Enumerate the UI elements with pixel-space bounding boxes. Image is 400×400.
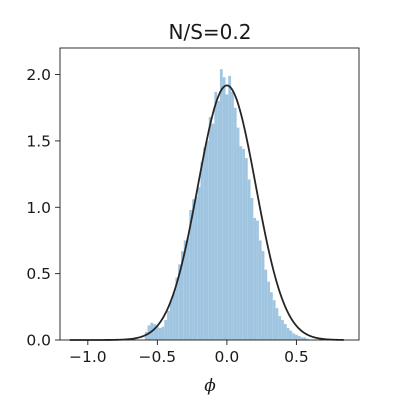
histogram-bar — [175, 277, 179, 340]
y-tick-label: 0.0 — [26, 332, 51, 350]
histogram-bars — [144, 69, 309, 341]
histogram-bar — [303, 337, 307, 340]
histogram-bar — [264, 269, 268, 340]
histogram-bar — [236, 127, 240, 341]
histogram-bar — [172, 292, 176, 340]
histogram-bar — [214, 91, 218, 340]
chart-title: N/S=0.2 — [169, 20, 252, 44]
histogram-bar — [153, 324, 156, 340]
histogram-bar — [164, 320, 168, 340]
histogram-bar — [261, 251, 265, 340]
histogram-bar — [200, 162, 204, 340]
histogram-bar — [272, 300, 276, 340]
histogram-bar — [267, 281, 270, 340]
x-tick-label: 0.5 — [284, 348, 309, 366]
histogram-bar — [278, 316, 282, 340]
histogram-bar — [225, 94, 229, 340]
histogram-bar — [253, 217, 257, 340]
y-tick-label: 1.5 — [26, 132, 51, 150]
x-tick-label: 0.0 — [215, 348, 240, 366]
histogram-bar — [206, 140, 209, 340]
histogram-bar — [217, 101, 220, 340]
histogram-bar — [275, 308, 279, 340]
histogram-bar — [192, 199, 195, 340]
histogram-bar — [286, 328, 290, 340]
histogram-bar — [203, 147, 207, 340]
histogram-bar — [197, 187, 201, 340]
histogram-bar — [256, 220, 259, 340]
histogram-bar — [183, 240, 187, 340]
y-tick-label: 1.0 — [26, 199, 51, 217]
histogram-bar — [233, 107, 237, 341]
y-axis-ticks: 0.0 0.5 1.0 1.5 2.0 — [26, 66, 60, 350]
histogram-bar — [269, 292, 273, 340]
histogram-bar — [244, 158, 248, 340]
histogram-bar — [211, 123, 215, 341]
histogram-bar — [300, 337, 304, 340]
histogram-bar — [258, 240, 262, 340]
histogram-bar — [155, 326, 159, 340]
histogram-bar — [180, 251, 184, 340]
x-tick-label: −1.0 — [69, 348, 107, 366]
histogram-bar — [222, 77, 226, 340]
histogram-bar — [306, 338, 309, 340]
histogram-bar — [247, 179, 251, 340]
y-tick-label: 2.0 — [26, 66, 51, 84]
histogram-bar — [186, 237, 190, 340]
histogram-bar — [281, 320, 284, 340]
plot-frame — [59, 47, 360, 341]
histogram-bar — [297, 336, 301, 340]
histogram-bar — [242, 148, 245, 340]
histogram-bar — [283, 324, 287, 340]
histogram-bar — [208, 117, 212, 340]
histogram-bar — [144, 332, 148, 340]
histogram-bar — [219, 69, 223, 341]
histogram-bar — [158, 328, 162, 340]
x-axis-label: ϕ — [204, 376, 216, 396]
histogram-bar — [250, 197, 254, 340]
histogram-bar — [289, 330, 293, 340]
histogram-bar — [295, 334, 298, 340]
x-tick-label: −0.5 — [139, 348, 177, 366]
histogram-bar — [167, 310, 170, 340]
histogram-bar — [194, 196, 198, 340]
histogram-bar — [231, 91, 234, 340]
histogram-bar — [178, 264, 181, 340]
histogram-bar — [169, 300, 173, 340]
histogram-bar — [239, 146, 243, 340]
histogram-bar — [228, 75, 232, 340]
y-tick-label: 0.5 — [26, 265, 51, 283]
histogram-bar — [292, 333, 296, 340]
histogram-bar — [189, 209, 193, 340]
x-axis-ticks: −1.0 −0.5 0.0 0.5 — [69, 340, 309, 366]
histogram-bar — [161, 326, 165, 340]
